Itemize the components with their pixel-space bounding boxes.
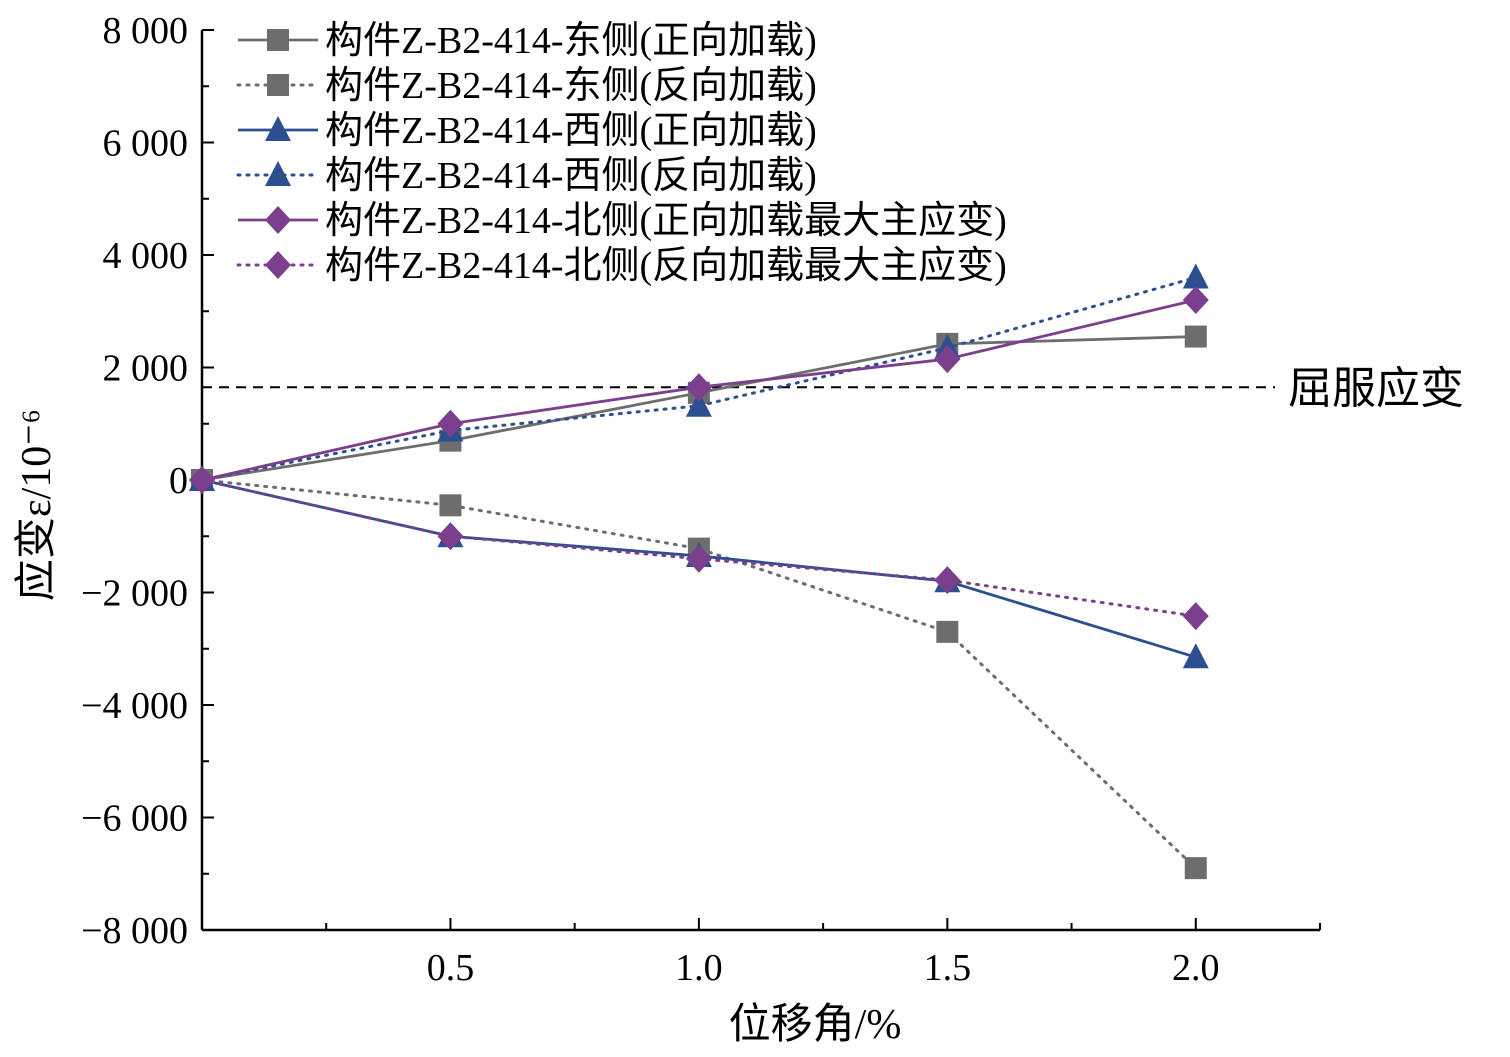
legend-marker	[267, 74, 289, 96]
legend-item: 构件Z-B2-414-西侧(反向加载)	[236, 155, 817, 197]
data-point	[934, 566, 961, 595]
yield-strain-label: 屈服应变	[1288, 364, 1464, 413]
y-tick-label: −6 000	[81, 798, 188, 840]
x-tick-label: 0.5	[427, 947, 475, 989]
y-tick-label: −2 000	[81, 573, 188, 615]
y-tick-label: 6 000	[103, 123, 189, 165]
data-point	[1182, 602, 1209, 631]
y-tick-label: −4 000	[81, 685, 188, 727]
y-tick-label: 8 000	[103, 10, 189, 52]
data-point	[685, 373, 712, 402]
data-point	[1184, 857, 1207, 880]
data-point	[685, 544, 712, 573]
y-axis-title: 应变ε/10⁻⁶	[13, 409, 60, 601]
y-tick-label: 0	[169, 460, 188, 502]
y-tick-label: −8 000	[81, 910, 188, 952]
legend-item: 构件Z-B2-414-北侧(反向加载最大主应变)	[236, 245, 1007, 287]
legend-marker	[265, 116, 291, 141]
legend-marker	[265, 251, 291, 279]
legend-label: 构件Z-B2-414-东侧(反向加载)	[325, 65, 817, 107]
series-group	[189, 263, 1209, 880]
x-tick-label: 1.0	[675, 947, 723, 989]
data-point	[437, 409, 464, 438]
series-5	[189, 286, 1209, 494]
legend-item: 构件Z-B2-414-西侧(正向加载)	[238, 110, 817, 152]
y-tick-label: 2 000	[103, 348, 189, 390]
series-6	[189, 466, 1209, 631]
legend-label: 构件Z-B2-414-北侧(反向加载最大主应变)	[325, 245, 1007, 287]
data-point	[189, 466, 215, 494]
x-tick-label: 2.0	[1172, 947, 1220, 989]
legend-label: 构件Z-B2-414-东侧(正向加载)	[325, 20, 817, 62]
data-point	[1184, 325, 1207, 348]
legend-item: 构件Z-B2-414-东侧(反向加载)	[236, 65, 817, 107]
legend-label: 构件Z-B2-414-北侧(正向加载最大主应变)	[325, 200, 1007, 242]
yield-reference: 屈服应变	[202, 364, 1464, 413]
data-point	[1182, 263, 1209, 289]
legend-item: 构件Z-B2-414-东侧(正向加载)	[238, 20, 817, 62]
y-tick-label: 4 000	[103, 235, 189, 277]
data-point	[439, 494, 462, 517]
x-axis-title: 位移角/%	[729, 1001, 902, 1048]
data-point	[685, 391, 712, 417]
legend-marker	[265, 206, 291, 234]
data-point	[437, 522, 464, 551]
legend-item: 构件Z-B2-414-北侧(正向加载最大主应变)	[238, 200, 1007, 242]
data-point	[934, 345, 961, 374]
legend-marker	[265, 161, 291, 186]
x-tick-label: 1.5	[924, 947, 972, 989]
legend-label: 构件Z-B2-414-西侧(反向加载)	[325, 155, 817, 197]
data-point	[1182, 286, 1209, 314]
legend: 构件Z-B2-414-东侧(正向加载)构件Z-B2-414-东侧(反向加载)构件…	[236, 20, 1007, 287]
data-point	[1182, 643, 1209, 669]
axes: 8 000 6 000 4 000 2 000 0 −2 000 −4 000 −6 000 −…	[81, 10, 1321, 989]
series-2	[191, 469, 1207, 880]
legend-marker	[267, 29, 289, 51]
legend-label: 构件Z-B2-414-西侧(正向加载)	[325, 110, 817, 152]
data-point	[936, 620, 959, 643]
